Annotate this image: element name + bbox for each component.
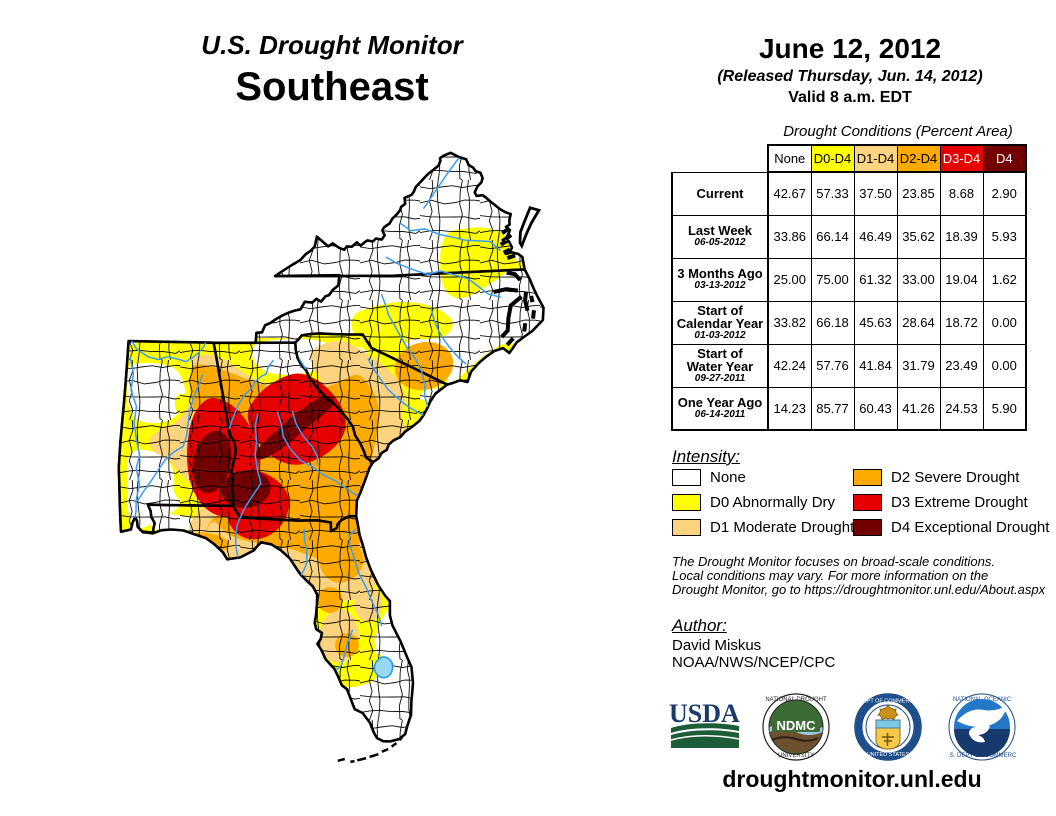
svg-text:UNITED STATES: UNITED STATES	[867, 752, 910, 758]
svg-text:DEPT OF COMMERCE: DEPT OF COMMERCE	[859, 699, 917, 705]
svg-text:UNIVERSITY: UNIVERSITY	[778, 753, 814, 759]
svg-text:NDMC: NDMC	[777, 718, 817, 733]
